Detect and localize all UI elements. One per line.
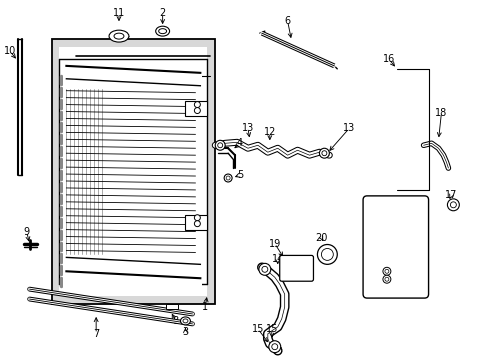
Bar [165, 304, 177, 309]
Text: 5: 5 [236, 170, 243, 180]
Circle shape [194, 221, 200, 227]
Text: 3: 3 [182, 327, 188, 337]
Bar [60, 47, 207, 296]
Circle shape [447, 199, 458, 211]
Text: 10: 10 [4, 46, 16, 56]
Text: 2: 2 [159, 8, 165, 18]
Bar [63, 63, 202, 289]
Text: 17: 17 [444, 190, 457, 200]
Ellipse shape [158, 29, 166, 33]
Ellipse shape [155, 26, 169, 36]
Text: 7: 7 [93, 329, 99, 339]
Circle shape [224, 174, 232, 182]
Text: 11: 11 [113, 8, 125, 18]
Text: 16: 16 [382, 54, 394, 64]
Bar [51, 39, 215, 304]
Circle shape [194, 108, 200, 113]
Text: 4: 4 [237, 138, 243, 148]
Text: 1: 1 [202, 302, 208, 312]
Circle shape [384, 277, 388, 281]
Ellipse shape [109, 30, 129, 42]
Circle shape [449, 202, 455, 208]
Circle shape [215, 140, 224, 150]
FancyBboxPatch shape [279, 255, 313, 281]
Circle shape [382, 267, 390, 275]
Text: 8: 8 [172, 316, 178, 326]
Text: 9: 9 [23, 226, 30, 237]
Bar [185, 215, 207, 230]
Circle shape [194, 102, 200, 108]
Circle shape [262, 266, 267, 272]
Circle shape [321, 248, 333, 260]
Circle shape [384, 269, 388, 273]
Text: 13: 13 [242, 123, 254, 134]
Bar [185, 100, 207, 116]
Circle shape [319, 148, 328, 158]
Circle shape [317, 244, 337, 264]
Text: 12: 12 [263, 127, 275, 138]
Text: 14: 14 [271, 255, 284, 264]
FancyBboxPatch shape [362, 196, 427, 298]
Text: 13: 13 [343, 123, 355, 134]
Ellipse shape [183, 319, 187, 323]
Ellipse shape [180, 317, 190, 325]
Circle shape [268, 341, 280, 353]
Text: 20: 20 [315, 233, 327, 243]
Circle shape [382, 275, 390, 283]
Circle shape [321, 151, 326, 156]
Text: 6: 6 [284, 16, 290, 26]
Text: 19: 19 [268, 239, 280, 248]
Circle shape [225, 176, 230, 180]
Circle shape [217, 143, 222, 148]
Circle shape [271, 344, 277, 350]
Text: 15: 15 [265, 324, 277, 334]
Circle shape [258, 264, 270, 275]
Text: 18: 18 [434, 108, 447, 117]
Text: 15: 15 [251, 324, 264, 334]
Ellipse shape [114, 33, 123, 39]
Circle shape [194, 215, 200, 221]
